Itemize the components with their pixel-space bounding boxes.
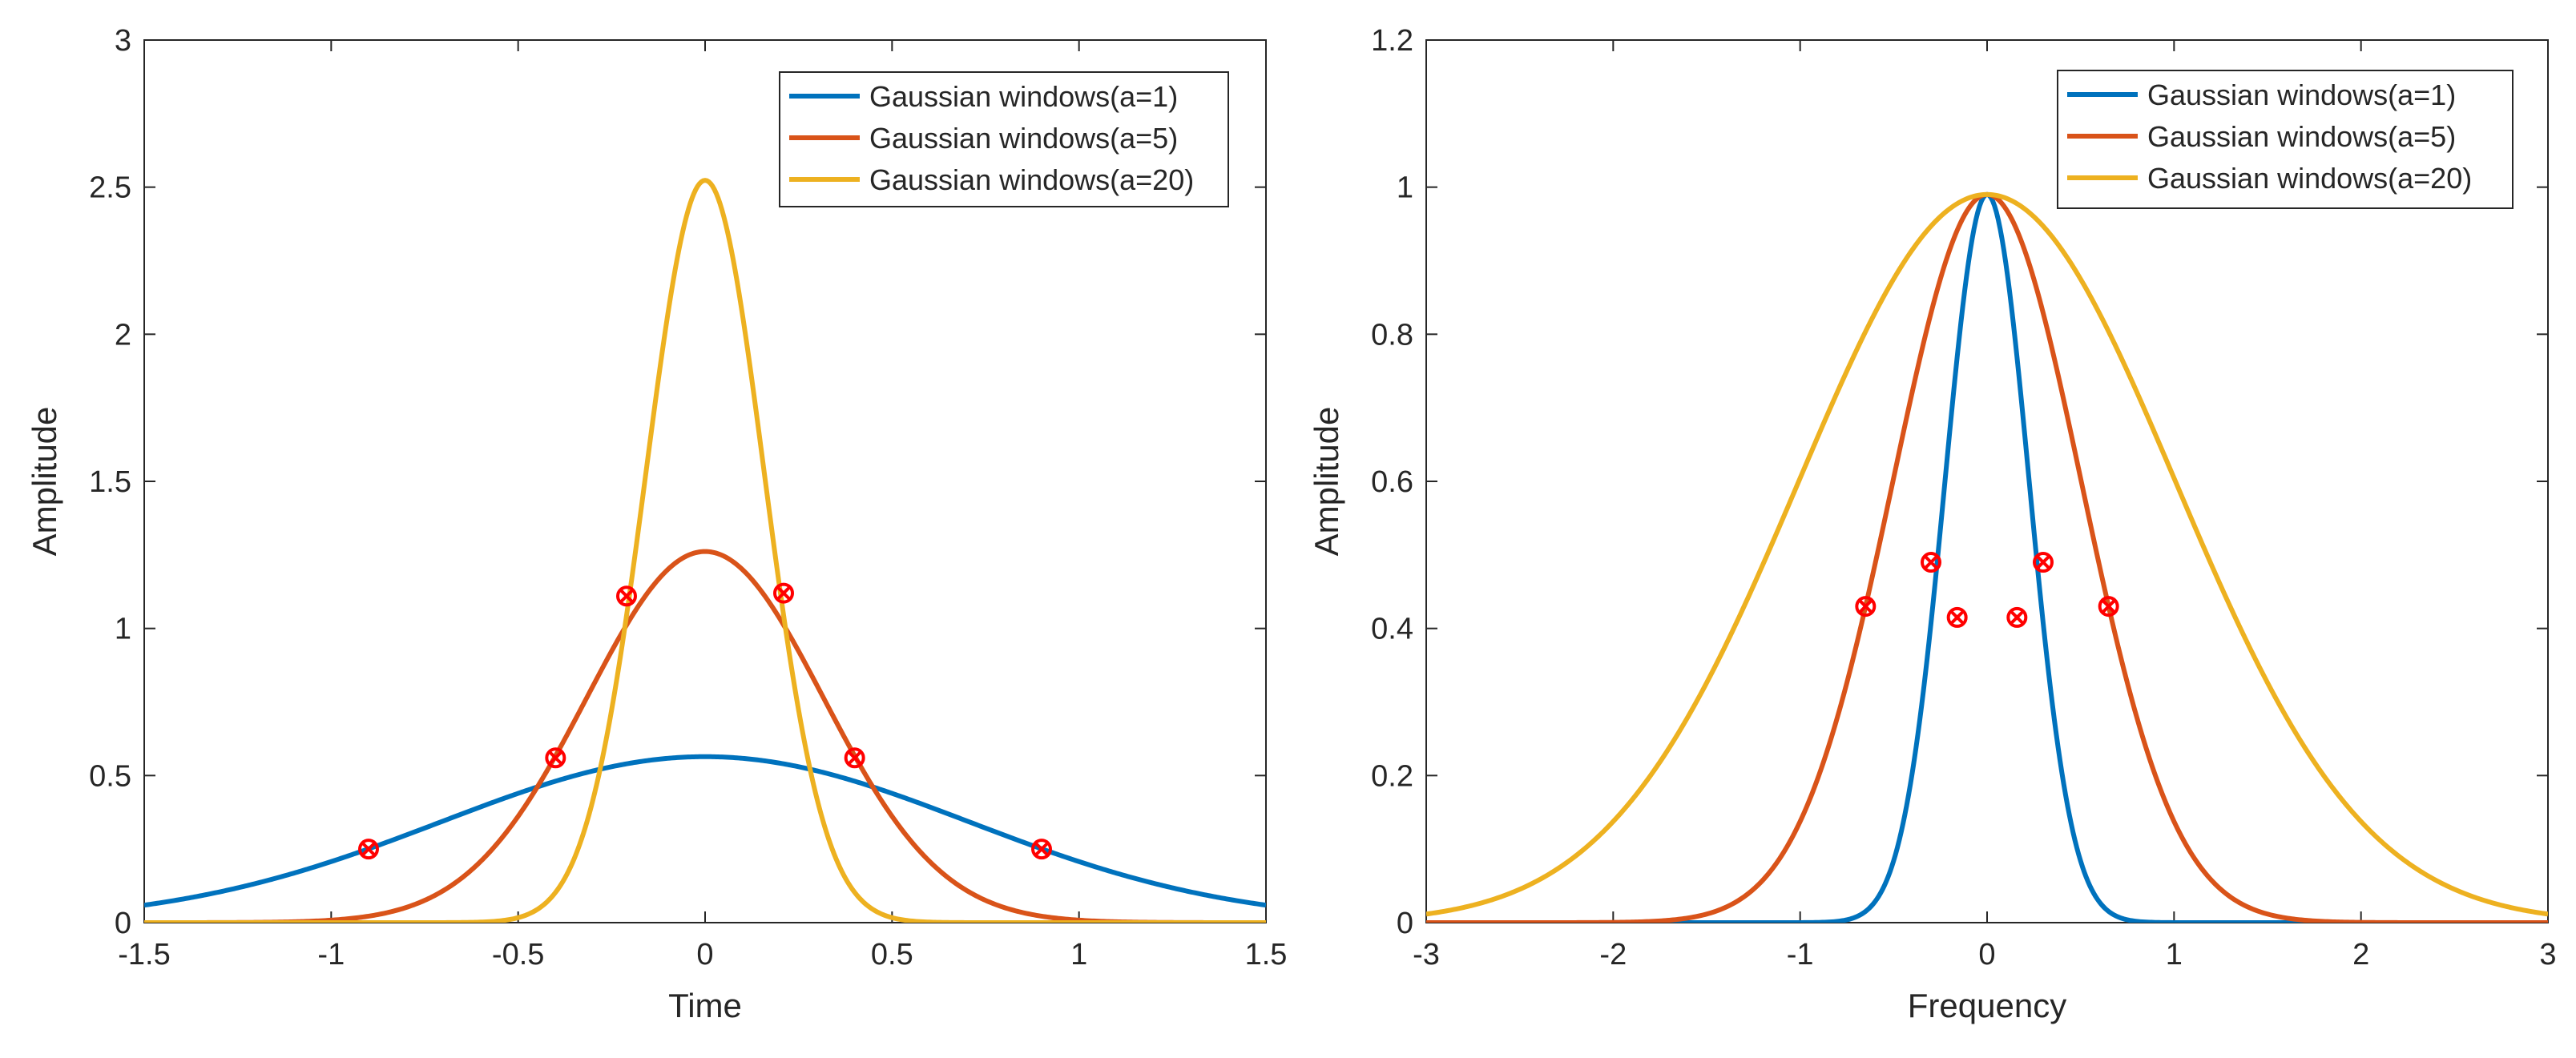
- y-axis-label: Amplitude: [1308, 407, 1345, 557]
- x-tick-label: 1: [2166, 938, 2183, 972]
- marker-a5: [1921, 552, 1941, 573]
- legend-entry: Gaussian windows(a=5): [869, 122, 1178, 155]
- y-tick-label: 0.4: [1371, 613, 1413, 646]
- x-tick-label: 0: [696, 938, 713, 972]
- series-line-a20: [144, 178, 1266, 923]
- legend-entry: Gaussian windows(a=20): [869, 163, 1194, 196]
- y-tick-label: 0: [1397, 907, 1413, 940]
- x-tick-label: 0.5: [871, 938, 913, 972]
- marker-cross: [2035, 554, 2051, 570]
- marker-circle: [1855, 596, 1877, 618]
- x-tick-label: 1.5: [1245, 938, 1288, 972]
- marker-cross: [2009, 609, 2025, 626]
- legend-entry: Gaussian windows(a=5): [2147, 120, 2456, 153]
- marker-a1: [2006, 606, 2028, 628]
- marker-circle: [2098, 596, 2119, 618]
- marker-a20: [773, 582, 794, 604]
- marker-cross: [361, 841, 377, 857]
- marker-cross: [1923, 554, 1939, 570]
- marker-a20: [1855, 596, 1877, 618]
- marker-circle: [844, 747, 865, 769]
- y-tick-label: 3: [115, 24, 131, 58]
- marker-a1: [358, 839, 379, 860]
- marker-circle: [616, 585, 637, 607]
- legend: Gaussian windows(a=1) Gaussian windows(a=…: [2057, 70, 2514, 209]
- x-tick-label: -2: [1599, 938, 1627, 972]
- marker-circle: [545, 747, 566, 769]
- marker-circle: [1031, 839, 1052, 860]
- marker-cross: [2101, 598, 2117, 614]
- x-axis-label: Frequency: [1908, 987, 2066, 1024]
- y-tick-label: 2: [115, 318, 131, 352]
- marker-cross: [847, 750, 863, 766]
- y-tick-label: 0.2: [1371, 759, 1413, 793]
- x-tick-label: 2: [2352, 938, 2369, 972]
- legend-entry: Gaussian windows(a=20): [2147, 162, 2472, 195]
- y-tick-label: 1: [115, 613, 131, 646]
- marker-cross: [619, 588, 635, 604]
- marker-circle: [1921, 552, 1941, 573]
- marker-cross: [547, 750, 563, 766]
- marker-a1: [1031, 839, 1052, 860]
- marker-circle: [2033, 552, 2054, 573]
- x-tick-label: 1: [1070, 938, 1087, 972]
- y-tick-label: 1: [1397, 171, 1413, 205]
- y-tick-label: 1.5: [89, 465, 131, 499]
- y-tick-label: 0: [115, 907, 131, 940]
- legend-entry: Gaussian windows(a=1): [869, 80, 1178, 113]
- y-tick-label: 0.5: [89, 759, 131, 793]
- marker-circle: [773, 582, 794, 604]
- legend-entry: Gaussian windows(a=1): [2147, 78, 2456, 111]
- marker-circle: [1946, 606, 1968, 628]
- y-tick-label: 0.8: [1371, 318, 1413, 352]
- marker-circle: [358, 839, 379, 860]
- series-line-a1: [144, 754, 1266, 908]
- x-tick-label: -1.5: [118, 938, 170, 972]
- marker-cross: [1949, 609, 1965, 626]
- x-tick-label: -1: [1787, 938, 1814, 972]
- series-line-a20: [1426, 191, 2548, 917]
- x-tick-label: -1: [317, 938, 345, 972]
- y-tick-label: 0.6: [1371, 465, 1413, 499]
- x-tick-label: 3: [2539, 938, 2556, 972]
- marker-a5: [844, 747, 865, 769]
- marker-a20: [616, 585, 637, 607]
- y-tick-label: 1.2: [1371, 24, 1413, 58]
- marker-cross: [1857, 598, 1873, 614]
- marker-a20: [2098, 596, 2119, 618]
- marker-a5: [2033, 552, 2054, 573]
- marker-cross: [776, 585, 792, 601]
- chart-1: -1.5 -1 -0.5 0 0.5 1 1.5 0 0.5 1 1.5 2 2.5 3 Time Ampli…: [26, 24, 1287, 1024]
- y-axis-label: Amplitude: [26, 407, 63, 557]
- marker-cross: [1034, 841, 1050, 857]
- x-tick-label: -0.5: [492, 938, 544, 972]
- x-axis-label: Time: [668, 987, 742, 1024]
- marker-a5: [545, 747, 566, 769]
- x-tick-label: 0: [1978, 938, 1995, 972]
- chart-2: -3 -2 -1 0 1 2 3 0 0.2 0.4 0.6 0.8 1 1.2 Frequency Ampl…: [1308, 24, 2557, 1024]
- marker-circle: [2006, 606, 2028, 628]
- legend: Gaussian windows(a=1) Gaussian windows(a=…: [779, 71, 1229, 207]
- marker-a1: [1946, 606, 1968, 628]
- series-line-a5: [144, 549, 1266, 923]
- x-tick-label: -3: [1413, 938, 1440, 972]
- y-tick-label: 2.5: [89, 171, 131, 205]
